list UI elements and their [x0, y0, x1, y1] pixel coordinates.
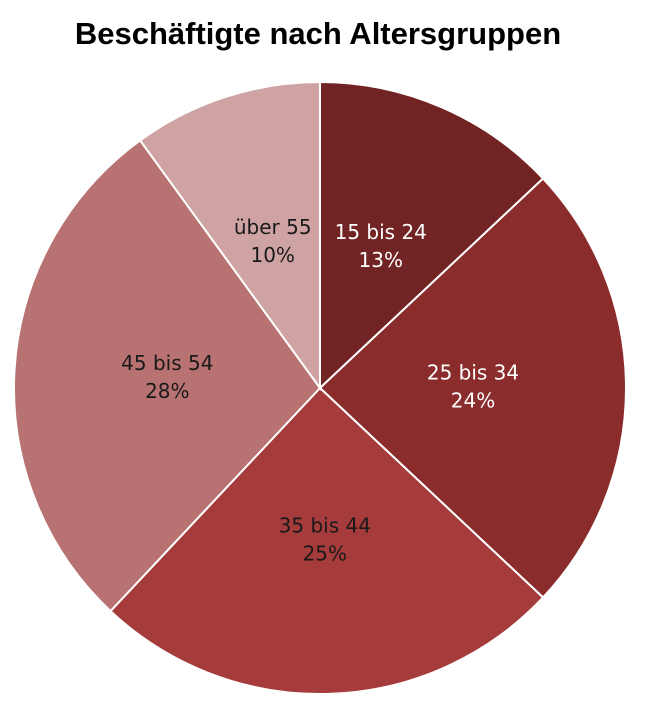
pie-slice [318, 177, 627, 599]
slice-value-label: 24% [451, 389, 495, 413]
slice-value-label: 13% [359, 248, 403, 272]
slice-label: 15 bis 24 [335, 220, 427, 244]
pie-slice [109, 386, 545, 695]
chart-title: Beschäftigte nach Altersgruppen [75, 16, 561, 51]
slice-value-label: 28% [145, 379, 189, 403]
pie-slice [13, 139, 322, 613]
slice-label: über 55 [234, 215, 312, 239]
slice-label: 45 bis 54 [121, 351, 213, 375]
pie-slice [138, 80, 321, 392]
slice-label: 35 bis 44 [279, 513, 371, 537]
pie-slice [319, 80, 545, 391]
slice-label: 25 bis 34 [427, 361, 519, 385]
slice-value-label: 25% [303, 541, 347, 565]
slice-value-label: 10% [250, 243, 294, 267]
